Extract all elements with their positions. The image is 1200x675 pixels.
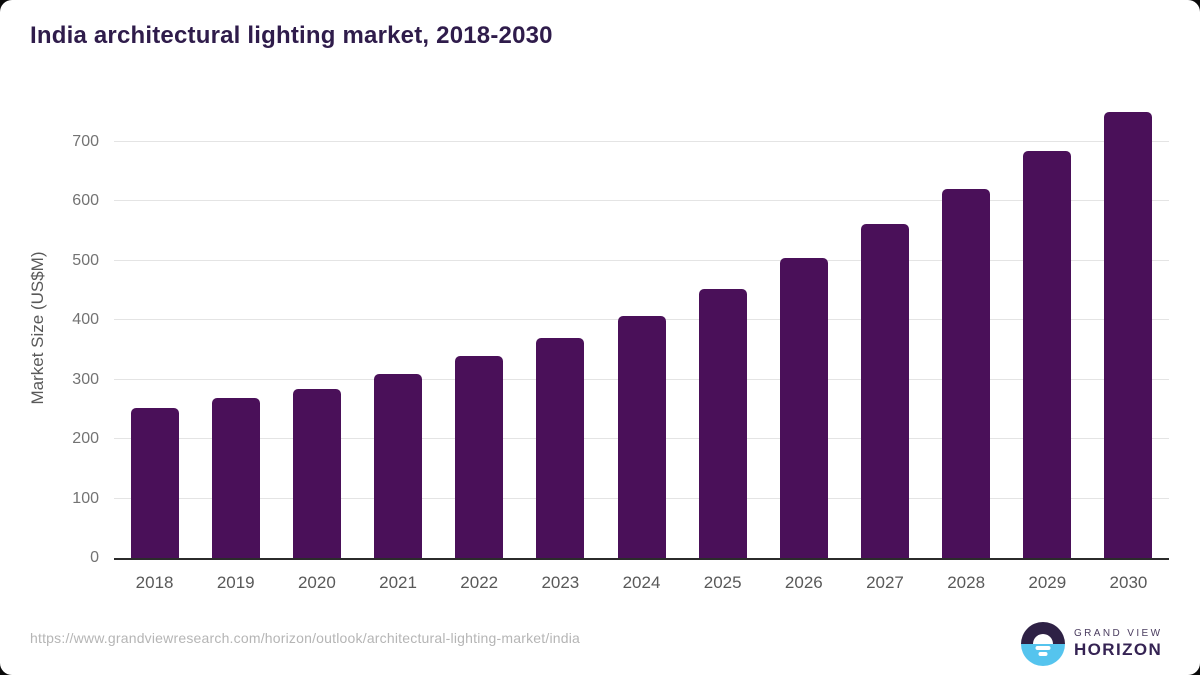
x-tick-label-2024: 2024 xyxy=(622,573,661,592)
x-tick-label-2023: 2023 xyxy=(541,573,580,592)
y-tick-label-400: 400 xyxy=(72,311,99,329)
bar-2025 xyxy=(698,288,747,558)
bar-2019 xyxy=(211,398,260,558)
bar-band-2018 xyxy=(114,99,195,558)
gridline-700 xyxy=(114,140,1169,142)
bar-2027 xyxy=(860,224,909,558)
bar-2029 xyxy=(1023,151,1072,558)
bar-2028 xyxy=(942,188,991,558)
bar-band-2019 xyxy=(195,99,276,558)
y-tick-label-700: 700 xyxy=(72,132,99,150)
brand-logo: GRAND VIEW HORIZON xyxy=(1021,622,1162,666)
bar-2030 xyxy=(1104,112,1153,558)
sun-reflection-line-2 xyxy=(1038,652,1048,656)
bar-2024 xyxy=(617,316,666,558)
y-tick-label-500: 500 xyxy=(72,251,99,269)
x-tick-label-2027: 2027 xyxy=(866,573,904,592)
x-tick-label-2018: 2018 xyxy=(135,573,174,592)
brand-name-top: GRAND VIEW xyxy=(1074,628,1163,639)
bar-band-2023 xyxy=(520,99,601,558)
bar-band-2021 xyxy=(357,99,438,558)
bar-band-2029 xyxy=(1007,99,1088,558)
bar-band-2026 xyxy=(763,99,844,558)
bar-2023 xyxy=(536,338,585,558)
x-tick-label-2021: 2021 xyxy=(379,573,417,592)
brand-name-bottom: HORIZON xyxy=(1074,640,1163,659)
x-tick-label-2028: 2028 xyxy=(947,573,986,592)
x-tick-label-2019: 2019 xyxy=(216,573,255,592)
source-url: https://www.grandviewresearch.com/horizo… xyxy=(30,630,581,646)
y-tick-label-200: 200 xyxy=(72,430,99,448)
y-tick-label-0: 0 xyxy=(90,549,99,566)
x-axis-tick-labels: 2018 2019 2020 2021 2022 2023 2024 2025 2026 2027… xyxy=(114,571,1169,595)
bar-series xyxy=(114,99,1169,558)
bar-band-2030 xyxy=(1088,99,1169,558)
y-tick-label-300: 300 xyxy=(72,370,99,388)
x-tick-label-2030: 2030 xyxy=(1109,573,1148,592)
sun-dome-shape xyxy=(1033,634,1053,644)
bar-2020 xyxy=(292,388,341,558)
chart-title: India architectural lighting market, 201… xyxy=(30,22,553,49)
bar-2021 xyxy=(374,373,423,558)
bar-band-2025 xyxy=(682,99,763,558)
bar-2022 xyxy=(455,356,504,558)
x-tick-label-2022: 2022 xyxy=(460,573,499,592)
plot-area xyxy=(114,99,1169,560)
x-tick-label-2020: 2020 xyxy=(297,573,336,592)
y-tick-label-100: 100 xyxy=(72,489,99,507)
bar-band-2024 xyxy=(601,99,682,558)
x-tick-label-2025: 2025 xyxy=(703,573,742,592)
gridline-500 xyxy=(114,259,1169,261)
bar-2018 xyxy=(130,407,179,558)
bar-band-2027 xyxy=(844,99,925,558)
y-axis-tick-labels: 0 100 200 300 400 500 600 700 xyxy=(30,99,99,566)
x-tick-label-2026: 2026 xyxy=(784,573,823,592)
x-tick-label-2029: 2029 xyxy=(1028,573,1067,592)
gridline-600 xyxy=(114,200,1169,202)
y-tick-label-600: 600 xyxy=(72,192,99,210)
bar-band-2028 xyxy=(926,99,1007,558)
sun-reflection-line-1 xyxy=(1035,646,1051,650)
bar-band-2020 xyxy=(276,99,357,558)
brand-logo-text: GRAND VIEW HORIZON xyxy=(1074,628,1162,660)
bar-band-2022 xyxy=(439,99,520,558)
horizon-sun-icon xyxy=(1021,622,1065,666)
bar-2026 xyxy=(779,257,828,558)
